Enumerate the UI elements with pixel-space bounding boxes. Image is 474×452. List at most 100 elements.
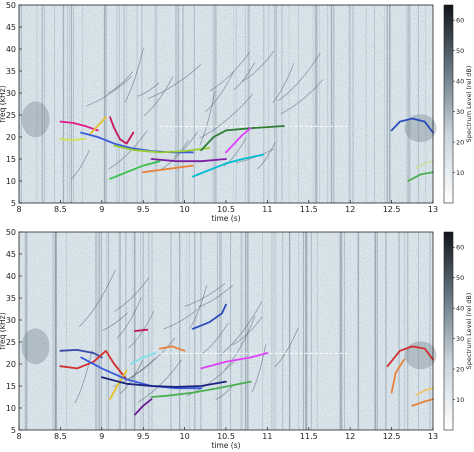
whistle-contour-1 [59,349,103,359]
colorbar-tick-label: 50 [456,274,464,282]
vertical-click-streaks [18,232,431,430]
colorbar-tick-label: 50 [456,47,464,55]
whistle-contour-7 [150,158,227,163]
x-tick-label: 11 [262,432,272,441]
dark-patch-left [21,101,50,138]
whistle-contour-12 [134,398,153,416]
x-tick-label: 12.5 [383,432,401,441]
x-axis-label: time (s) [211,441,240,450]
x-tick-label: 9.5 [137,432,150,441]
whistle-contour-15 [415,160,434,169]
y-tick-label: 5 [11,199,16,208]
y-axis-label: freq (kHz) [0,85,7,122]
whistle-contour-12 [225,127,252,154]
spectrogram-panel-2: 8 8.5 9 9.5 10 10.5 11 11.5 12 12.5 13 5 10 15 20 25 30 3… [0,228,473,450]
colorbar [443,231,454,431]
colorbar-label: Spectrum Level (rel dB) [465,66,473,143]
colorbar-tick-label: 30 [456,335,464,343]
y-tick-label: 15 [6,155,16,164]
y-tick-label: 25 [6,338,16,347]
x-tick-label: 8.5 [54,432,67,441]
y-tick-label: 20 [6,133,16,142]
x-tick-label: 9 [99,205,104,214]
whistle-contour-2 [59,349,128,381]
colorbar-tick-label: 20 [456,366,464,374]
colorbar [443,4,454,204]
whistle-contour-10 [200,352,269,370]
x-tick-label: 13 [428,205,438,214]
dark-patch-right [404,114,437,143]
whistle-contour-14 [407,171,434,182]
whistle-contour-4 [80,356,203,390]
whistle-contour-11 [150,380,252,398]
x-tick-label: 10 [180,205,190,214]
colorbar-tick-label: 30 [456,108,464,116]
y-tick-label: 40 [6,272,16,281]
y-tick-label: 50 [6,228,16,237]
vertical-click-streaks [18,5,427,203]
whistle-contour-14 [386,345,434,368]
x-tick-label: 9 [99,432,104,441]
whistle-contour-8 [109,160,161,180]
whistle-contour-5 [100,376,227,388]
colorbar-tick-label: 60 [456,17,464,25]
x-tick-label: 8 [16,205,21,214]
x-tick-label: 12 [345,432,355,441]
whistle-contour-13 [390,358,405,394]
whistle-contour-7 [129,352,157,365]
whistle-contour-15 [411,398,434,407]
x-tick-label: 8 [16,432,21,441]
y-tick-label: 35 [6,67,16,76]
x-tick-label: 10.5 [217,432,235,441]
y-tick-label: 45 [6,250,16,259]
y-tick-label: 10 [6,404,16,413]
x-tick-label: 10 [180,432,190,441]
x-tick-label: 11.5 [300,432,318,441]
y-tick-label: 10 [6,177,16,186]
x-tick-label: 10.5 [217,205,235,214]
whistle-contour-9 [192,303,227,330]
whistle-contour-13 [390,117,434,134]
y-axis-label: freq (kHz) [0,312,7,349]
y-tick-label: 5 [11,426,16,435]
whistle-contour-9 [142,164,194,174]
whistle-contour-11 [200,125,285,152]
whistle-contour-16 [415,387,434,396]
x-tick-label: 13 [428,432,438,441]
x-tick-label: 8.5 [54,205,67,214]
y-tick-label: 20 [6,360,16,369]
colorbar-tick-label: 40 [456,78,464,86]
dark-patch-left [21,328,50,365]
y-tick-label: 35 [6,294,16,303]
x-tick-label: 11.5 [300,205,318,214]
whistle-contour-10 [192,153,265,178]
y-tick-label: 25 [6,111,16,120]
faint-whistle-traces [74,269,299,404]
whistle-contour-3 [88,116,107,136]
spectrogram-panel-1: 8 8.5 9 9.5 10 10.5 11 11.5 12 12.5 13 5 10 15 20 25 30 3… [0,1,473,223]
whistle-contour-2 [59,137,87,141]
y-tick-label: 30 [6,316,16,325]
whistle-contour-6 [134,328,149,332]
x-axis-label: time (s) [211,214,240,223]
y-tick-label: 45 [6,23,16,32]
whistle-contour-8 [158,345,186,352]
y-tick-label: 40 [6,45,16,54]
y-tick-label: 15 [6,382,16,391]
colorbar-tick-label: 20 [456,139,464,147]
x-tick-label: 12 [345,205,355,214]
dark-patch-right [404,341,437,370]
noise-texture [19,232,433,430]
colorbar-tick-label: 40 [456,305,464,313]
whistle-contour-3 [109,369,128,401]
whistle-contour-6 [113,144,211,154]
x-tick-label: 9.5 [137,205,150,214]
whistle-contour-1 [59,120,99,132]
colorbar-tick-label: 10 [456,396,464,404]
colorbar-tick-label: 10 [456,169,464,177]
whistle-contour-4 [109,116,135,145]
y-tick-label: 50 [6,1,16,10]
y-tick-label: 30 [6,89,16,98]
colorbar-label: Spectrum Level (rel dB) [465,293,473,370]
